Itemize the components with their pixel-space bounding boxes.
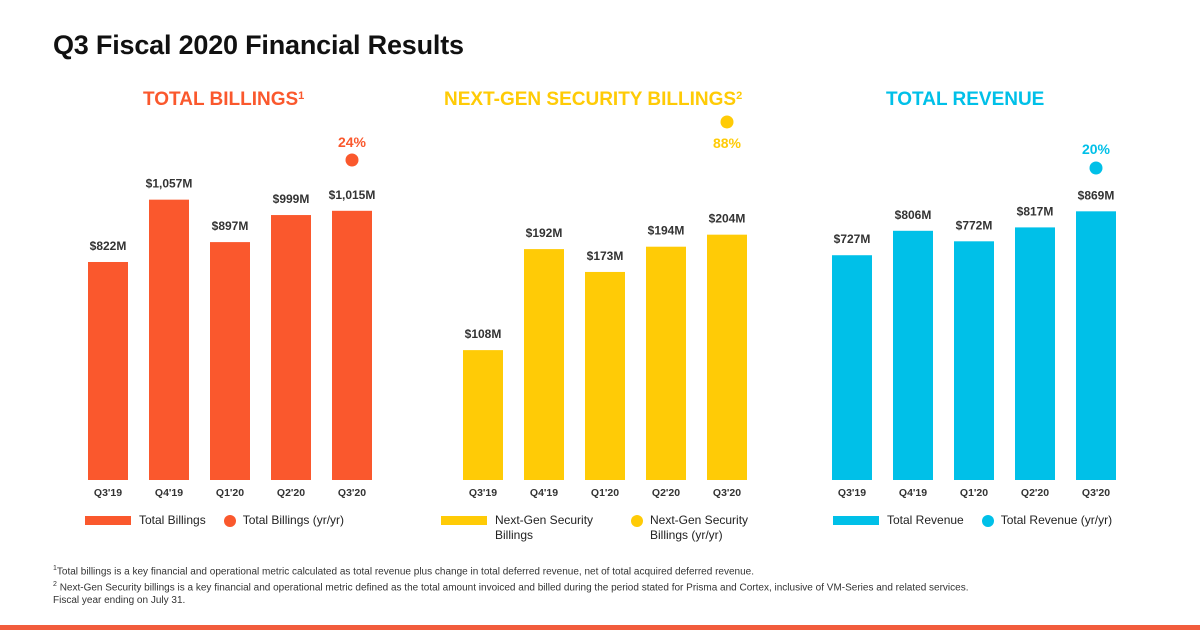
data-label: $194M xyxy=(648,224,685,238)
legend-item-dot: Total Revenue (yr/yr) xyxy=(981,513,1113,528)
bar xyxy=(954,241,994,480)
x-tick-label: Q3'19 xyxy=(469,487,497,499)
growth-label: 20% xyxy=(1082,141,1111,157)
footnote-3: Fiscal year ending on July 31. xyxy=(53,594,186,606)
growth-dot xyxy=(1089,161,1103,175)
data-label: $173M xyxy=(587,249,624,263)
data-label: $822M xyxy=(90,239,127,253)
legend-label: Total Revenue (yr/yr) xyxy=(1000,513,1113,527)
data-label: $869M xyxy=(1078,188,1115,202)
bar xyxy=(893,230,933,480)
legend-label: Next-Gen Security Billings xyxy=(495,513,594,542)
footnote-marker: 1 xyxy=(53,565,57,572)
chart-title-total-billings: TOTAL BILLINGS1 xyxy=(143,89,304,111)
chart-title-text: TOTAL BILLINGS xyxy=(143,89,299,110)
bar xyxy=(832,255,872,480)
footnote-1: 1Total billings is a key financial and o… xyxy=(53,563,1143,579)
legend-swatch-dot xyxy=(223,515,236,527)
footnotes: 1Total billings is a key financial and o… xyxy=(53,563,1143,607)
bar xyxy=(332,210,372,480)
legend-label: Next-Gen Security Billings (yr/yr) xyxy=(650,513,749,542)
data-label: $108M xyxy=(465,327,502,341)
legend-swatch-bar xyxy=(833,516,879,525)
bar xyxy=(149,199,189,480)
data-label: $772M xyxy=(956,218,993,232)
growth-dot xyxy=(720,115,734,129)
legend-swatch-dot xyxy=(631,515,643,527)
x-tick-label: Q2'20 xyxy=(1021,487,1049,499)
legend-total-billings: Total Billings Total Billings (yr/yr) xyxy=(85,513,362,528)
x-tick-label: Q4'19 xyxy=(155,487,183,499)
bar xyxy=(210,242,250,480)
legend-item-dot: Next-Gen Security Billings (yr/yr) xyxy=(631,513,768,543)
legend-next-gen-security-billings: Next-Gen Security Billings Next-Gen Secu… xyxy=(441,513,786,543)
x-tick-label: Q3'20 xyxy=(1082,487,1110,499)
legend-item-bar: Total Billings xyxy=(85,513,206,528)
charts-canvas: $822M Q3'19 $1,057M Q4'19 $897M Q1'20 $999M Q2'… xyxy=(88,115,1116,499)
legend-label: Total Billings xyxy=(139,513,206,527)
data-label: $897M xyxy=(212,219,249,233)
x-tick-label: Q3'19 xyxy=(94,487,122,499)
chart-title-next-gen-security-billings: NEXT-GEN SECURITY BILLINGS2 xyxy=(444,89,742,111)
x-tick-label: Q4'19 xyxy=(530,487,558,499)
data-label: $727M xyxy=(834,232,871,246)
legend-swatch-dot xyxy=(981,515,994,527)
data-label: $204M xyxy=(709,212,746,226)
footnote-marker: 2 xyxy=(53,580,57,588)
legend-swatch-bar xyxy=(441,516,487,525)
bar xyxy=(1076,211,1116,480)
x-tick-label: Q2'20 xyxy=(277,487,305,499)
bar xyxy=(585,271,625,480)
bar xyxy=(88,261,128,480)
footnote-marker: 1 xyxy=(298,90,305,102)
legend-label: Total Revenue xyxy=(887,513,964,527)
legend-label: Total Billings (yr/yr) xyxy=(242,513,345,527)
bar xyxy=(271,215,311,480)
legend-item-bar: Total Revenue xyxy=(833,513,964,528)
bar xyxy=(707,234,747,480)
bottom-accent-rule xyxy=(0,625,1200,630)
footnote-2: 2 Next-Gen Security billings is a key fi… xyxy=(53,579,1143,595)
x-tick-label: Q1'20 xyxy=(591,487,619,499)
x-tick-label: Q3'20 xyxy=(338,487,366,499)
x-tick-label: Q3'19 xyxy=(838,487,866,499)
x-tick-label: Q3'20 xyxy=(713,487,741,499)
bar xyxy=(463,350,503,480)
data-label: $1,015M xyxy=(329,188,376,202)
legend-item-dot: Total Billings (yr/yr) xyxy=(223,513,345,528)
legend-swatch-bar xyxy=(85,516,131,525)
x-tick-label: Q2'20 xyxy=(652,487,680,499)
chart-title-text: TOTAL REVENUE xyxy=(886,89,1045,110)
chart-title-text: NEXT-GEN SECURITY BILLINGS xyxy=(444,89,737,110)
x-tick-label: Q1'20 xyxy=(960,487,988,499)
legend-total-revenue: Total Revenue Total Revenue (yr/yr) xyxy=(833,513,1130,528)
data-label: $817M xyxy=(1017,204,1054,218)
page-title: Q3 Fiscal 2020 Financial Results xyxy=(53,30,464,60)
data-label: $192M xyxy=(526,226,563,240)
growth-dot xyxy=(345,153,359,167)
footnote-text: Total billings is a key financial and op… xyxy=(56,566,754,578)
chart-title-total-revenue: TOTAL REVENUE xyxy=(886,89,1044,111)
data-label: $1,057M xyxy=(146,177,193,191)
bar xyxy=(646,246,686,480)
footnote-text: Next-Gen Security billings is a key fina… xyxy=(59,582,969,594)
bar xyxy=(524,249,564,480)
growth-label: 24% xyxy=(338,134,367,150)
x-tick-label: Q1'20 xyxy=(216,487,244,499)
bar xyxy=(1015,227,1055,480)
growth-label: 88% xyxy=(713,135,742,151)
legend-item-bar: Next-Gen Security Billings xyxy=(441,513,613,543)
data-label: $999M xyxy=(273,192,310,206)
footnote-marker: 2 xyxy=(736,90,743,102)
x-tick-label: Q4'19 xyxy=(899,487,927,499)
data-label: $806M xyxy=(895,208,932,222)
